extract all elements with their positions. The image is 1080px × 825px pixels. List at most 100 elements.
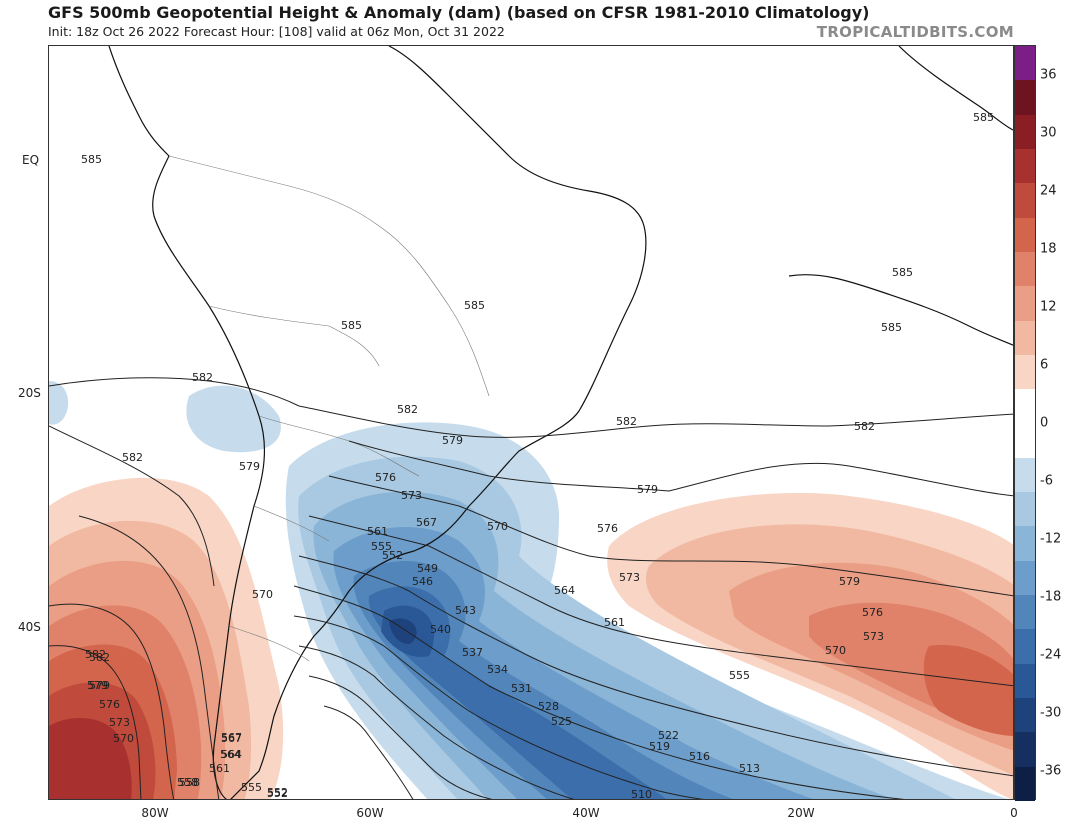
colorbar-segment <box>1015 595 1035 630</box>
contour-label: 522 <box>658 729 679 742</box>
negative-anomaly-trough <box>49 381 1009 799</box>
colorbar-label: 24 <box>1040 183 1057 199</box>
contour-label: 516 <box>689 750 710 763</box>
contour-label: 561 <box>367 525 388 538</box>
colorbar-label: -6 <box>1040 473 1053 489</box>
contour-label: 534 <box>487 663 508 676</box>
lat-label-eq: EQ <box>22 153 40 167</box>
contour-label: 585 <box>892 266 913 279</box>
colorbar-label: 12 <box>1040 299 1057 315</box>
contour-label: 570 <box>113 732 134 745</box>
colorbar-segment <box>1015 629 1035 665</box>
colorbar-segment <box>1015 766 1035 802</box>
colorbar-label: 36 <box>1040 67 1057 83</box>
contour-label: 582 <box>854 420 875 433</box>
colorbar-label: 0 <box>1040 415 1049 431</box>
coastlines <box>108 46 1013 799</box>
contour-label: 531 <box>511 682 532 695</box>
chart-subtitle: Init: 18z Oct 26 2022 Forecast Hour: [10… <box>48 24 505 39</box>
contour-label: 582 <box>89 651 110 664</box>
map-panel: 585 585 585 585 585 585 582 582 582 582 … <box>48 45 1014 800</box>
lon-label-60w: 60W <box>356 806 384 820</box>
contour-label: 576 <box>862 606 883 619</box>
contour-label: 561 <box>604 616 625 629</box>
contour-label: 582 <box>85 648 106 661</box>
positive-anomaly-east <box>607 493 1013 799</box>
contour-label: 579 <box>89 679 110 692</box>
lon-label-20w: 20W <box>787 806 815 820</box>
colorbar-label: -36 <box>1040 763 1062 779</box>
contour-label: 585 <box>973 111 994 124</box>
contour-label: 570 <box>252 588 273 601</box>
contour-label: 558 <box>179 776 200 789</box>
contour-label: 567 <box>221 732 242 745</box>
colorbar-segment <box>1015 217 1035 253</box>
contour-label: 570 <box>487 520 508 533</box>
colorbar-label: 6 <box>1040 357 1049 373</box>
colorbar-segment <box>1015 492 1035 527</box>
contour-label: 546 <box>412 575 433 588</box>
colorbar-segment <box>1015 320 1035 356</box>
contour-label: 576 <box>597 522 618 535</box>
contour-label: 564 <box>221 748 242 761</box>
contour-label: 585 <box>81 153 102 166</box>
contour-label: 573 <box>401 489 422 502</box>
contour-label: 519 <box>649 740 670 753</box>
contour-label: 585 <box>881 321 902 334</box>
colorbar-segment <box>1015 183 1035 219</box>
positive-anomaly-west <box>49 477 284 799</box>
colorbar-segment <box>1015 148 1035 184</box>
contour-label: 513 <box>739 762 760 775</box>
contour-label: 552 <box>267 787 288 800</box>
contour-label: 573 <box>863 630 884 643</box>
contour-label: 564 <box>554 584 575 597</box>
contour-label: 585 <box>464 299 485 312</box>
anomaly-colorbar <box>1014 45 1036 802</box>
contour-label: 510 <box>631 788 652 800</box>
contour-label: 582 <box>192 371 213 384</box>
colorbar-segment <box>1015 46 1035 81</box>
contour-label: 537 <box>462 646 483 659</box>
colorbar-label: -12 <box>1040 531 1062 547</box>
colorbar-segment <box>1015 423 1035 459</box>
contour-label: 558 <box>177 776 198 789</box>
colorbar-label: -24 <box>1040 647 1062 663</box>
contour-label: 582 <box>397 403 418 416</box>
lat-label-20s: 20S <box>18 386 41 400</box>
colorbar-label: -18 <box>1040 589 1062 605</box>
colorbar-segment <box>1015 732 1035 768</box>
country-borders <box>168 155 490 662</box>
contour-label: 552 <box>267 786 288 799</box>
contour-label: 579 <box>637 483 658 496</box>
contour-label: 549 <box>417 562 438 575</box>
lon-label-80w: 80W <box>141 806 169 820</box>
colorbar-segment <box>1015 114 1035 150</box>
lon-label-40w: 40W <box>572 806 600 820</box>
brand-watermark: TROPICALTIDBITS.COM <box>816 23 1014 41</box>
colorbar-label: 18 <box>1040 241 1057 257</box>
contour-label: 573 <box>619 571 640 584</box>
colorbar-segment <box>1015 389 1035 424</box>
contour-label: 582 <box>122 451 143 464</box>
lat-label-40s: 40S <box>18 620 41 634</box>
contour-label: 579 <box>442 434 463 447</box>
contour-label: 555 <box>729 669 750 682</box>
contour-label: 576 <box>99 698 120 711</box>
contour-label: 585 <box>341 319 362 332</box>
contour-label: 555 <box>241 781 262 794</box>
contour-label: 561 <box>209 762 230 775</box>
contour-label: 528 <box>538 700 559 713</box>
colorbar-segment <box>1015 80 1035 116</box>
lon-label-0: 0 <box>1010 806 1018 820</box>
contour-label: 579 <box>87 679 108 692</box>
chart-title: GFS 500mb Geopotential Height & Anomaly … <box>48 3 870 22</box>
contour-label: 552 <box>382 549 403 562</box>
height-contours <box>49 377 1013 799</box>
contour-label: 579 <box>239 460 260 473</box>
contour-label: 540 <box>430 623 451 636</box>
contour-label: 555 <box>371 540 392 553</box>
colorbar-label: 30 <box>1040 125 1057 141</box>
contour-label: 573 <box>109 716 130 729</box>
contour-label: 579 <box>839 575 860 588</box>
contour-label: 576 <box>375 471 396 484</box>
